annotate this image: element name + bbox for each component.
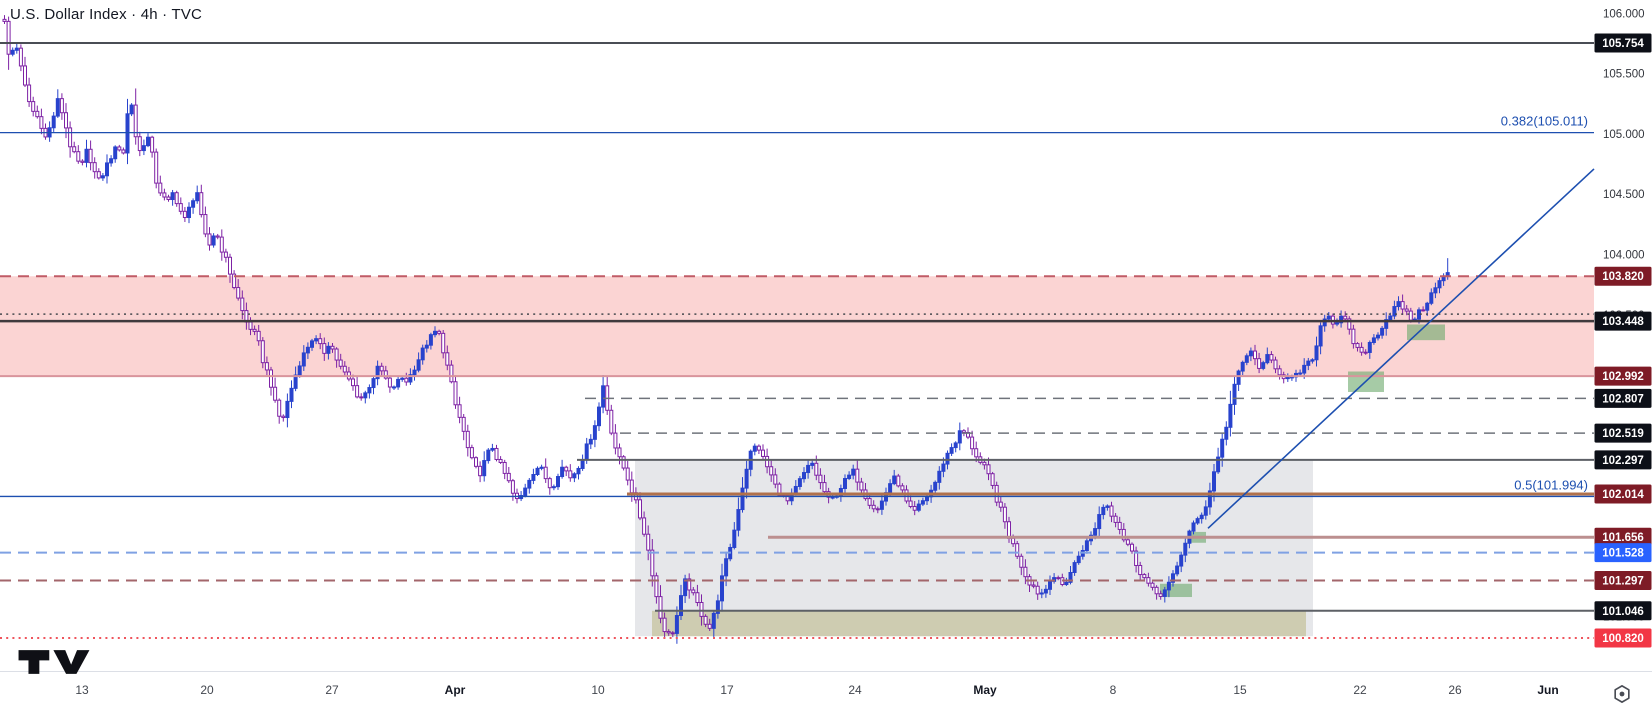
- x-axis-tick: 27: [325, 683, 339, 697]
- price-label: [1594, 628, 1652, 648]
- trendline[interactable]: [1207, 168, 1595, 529]
- price-label-text: 100.820: [1602, 633, 1644, 645]
- price-label: [1594, 423, 1652, 443]
- price-label-text: 102.807: [1602, 393, 1644, 405]
- x-axis-tick: 20: [200, 683, 214, 697]
- fib-retracement[interactable]: 0.382(105.011) 0.5(101.994): [0, 114, 1594, 498]
- price-label: [1594, 527, 1652, 547]
- x-axis-tick: Apr: [445, 683, 466, 697]
- price-label: [1594, 450, 1652, 470]
- fib-label: 0.5(101.994): [1514, 477, 1588, 492]
- level-lines: [0, 42, 1594, 640]
- price-label: [1594, 311, 1652, 331]
- price-label-text: 102.519: [1602, 428, 1644, 440]
- price-label: [1594, 484, 1652, 504]
- y-axis-tick: 106.000: [1603, 8, 1645, 20]
- supply-zone: [0, 276, 1594, 377]
- range-box: [635, 459, 1313, 637]
- price-label: [1594, 366, 1652, 386]
- y-axis-tick: 105.000: [1603, 129, 1645, 141]
- chart-title: U.S. Dollar Index · 4h · TVC: [10, 6, 203, 23]
- x-axis-tick: 8: [1110, 683, 1117, 697]
- green-order-block: [1407, 324, 1445, 341]
- price-label-text: 101.297: [1602, 576, 1644, 588]
- price-label-text: 102.297: [1602, 455, 1644, 467]
- price-label: [1594, 388, 1652, 408]
- price-label: [1594, 266, 1652, 286]
- x-axis-tick: 17: [720, 683, 734, 697]
- price-axis[interactable]: 106.000105.500105.000104.500104.000103.5…: [1594, 0, 1652, 672]
- candles: [2, 15, 1450, 644]
- x-axis-tick: 22: [1353, 683, 1367, 697]
- price-label-text: 101.046: [1602, 606, 1644, 618]
- price-label-text: 101.528: [1602, 548, 1644, 560]
- price-label-text: 103.820: [1602, 271, 1644, 283]
- demand-box: [652, 610, 1306, 637]
- x-axis-tick: 10: [591, 683, 605, 697]
- x-axis-tick: Jun: [1537, 683, 1558, 697]
- price-label-text: 102.992: [1602, 371, 1644, 383]
- price-label-text: 101.656: [1602, 532, 1644, 544]
- x-axis-tick: 13: [75, 683, 89, 697]
- x-axis-tick: 26: [1448, 683, 1462, 697]
- y-axis-tick: 104.500: [1603, 189, 1645, 201]
- x-axis-tick: May: [973, 683, 997, 697]
- x-axis-tick: 24: [848, 683, 862, 697]
- price-label: [1594, 601, 1652, 621]
- price-label-text: 105.754: [1602, 38, 1644, 50]
- price-label-text: 103.448: [1602, 316, 1644, 328]
- price-label: [1594, 543, 1652, 563]
- y-axis-tick: 104.000: [1603, 250, 1645, 262]
- y-axis-tick: 105.500: [1603, 69, 1645, 81]
- price-label: [1594, 33, 1652, 53]
- fib-label: 0.382(105.011): [1501, 114, 1588, 129]
- price-label-text: 102.014: [1602, 489, 1644, 501]
- price-label: [1594, 571, 1652, 591]
- x-axis-tick: 15: [1233, 683, 1247, 697]
- time-axis[interactable]: 13 20 27 Apr 10 17 24 May 8 15 22 26 Jun: [0, 671, 1652, 698]
- zones: [0, 276, 1594, 637]
